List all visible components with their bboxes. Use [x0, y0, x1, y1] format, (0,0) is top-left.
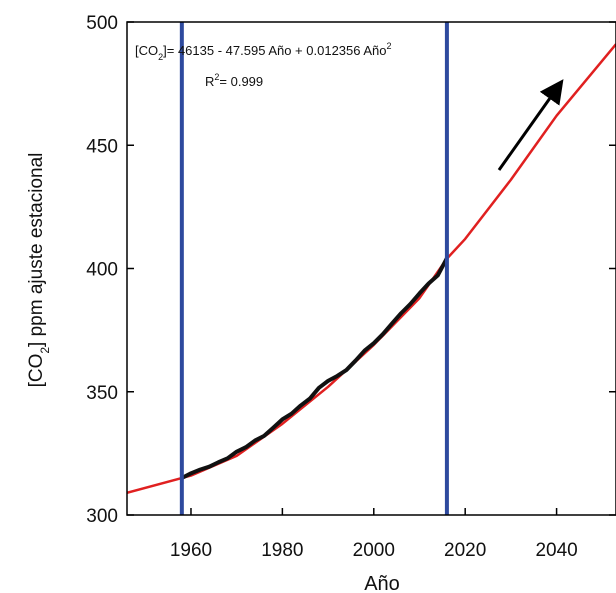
y-tick-label: 450 [86, 136, 118, 157]
equation: [CO2]= 46135 - 47.595 Año + 0.012356 Año… [135, 41, 392, 62]
data-line [127, 43, 616, 495]
x-tick-label: 2020 [444, 540, 486, 561]
x-tick-label: 2040 [535, 540, 577, 561]
y-tick-label: 400 [86, 260, 118, 281]
equation-sub: 2 [158, 52, 163, 62]
y-tick-label: 300 [86, 506, 118, 527]
y-tick-label: 500 [86, 13, 118, 34]
y-label-prefix: [CO [26, 354, 47, 388]
x-tick-label: 2000 [353, 540, 395, 561]
plot-area [127, 22, 616, 515]
data-line [180, 257, 449, 480]
r-value: = 0.999 [219, 74, 263, 89]
x-axis-label: Año [364, 573, 400, 593]
r-squared: R2= 0.999 [205, 72, 263, 89]
r-label: R [205, 74, 214, 89]
equation-prefix: [CO [135, 43, 158, 58]
equation-sup: 2 [387, 41, 392, 51]
y-label-sub: 2 [38, 347, 52, 354]
plot-frame [126, 21, 616, 516]
y-label-suffix: ] ppm ajuste estacional [26, 153, 47, 347]
equation-body: ]= 46135 - 47.595 Año + 0.012356 Año [163, 43, 386, 58]
trend-arrow [497, 79, 564, 171]
r-sup: 2 [214, 72, 219, 82]
x-tick-label: 1960 [170, 540, 212, 561]
y-axis-label: [CO2] ppm ajuste estacional [26, 153, 52, 388]
x-tick-label: 1980 [261, 540, 303, 561]
y-tick-label: 350 [86, 383, 118, 404]
